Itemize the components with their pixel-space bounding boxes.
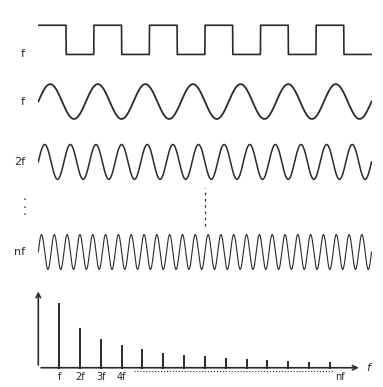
- Text: f: f: [21, 96, 25, 106]
- Text: ⋅: ⋅: [23, 194, 27, 207]
- Text: f: f: [57, 372, 61, 382]
- Text: 4f: 4f: [117, 372, 126, 382]
- Text: 2f: 2f: [14, 157, 25, 167]
- Text: nf: nf: [336, 372, 345, 382]
- Text: 3f: 3f: [96, 372, 106, 382]
- Text: 2f: 2f: [75, 372, 85, 382]
- Text: nf: nf: [14, 247, 25, 257]
- Text: f: f: [21, 50, 25, 60]
- Text: ⋅: ⋅: [23, 202, 27, 215]
- Text: ⋅: ⋅: [23, 209, 27, 222]
- Text: f: f: [367, 363, 370, 373]
